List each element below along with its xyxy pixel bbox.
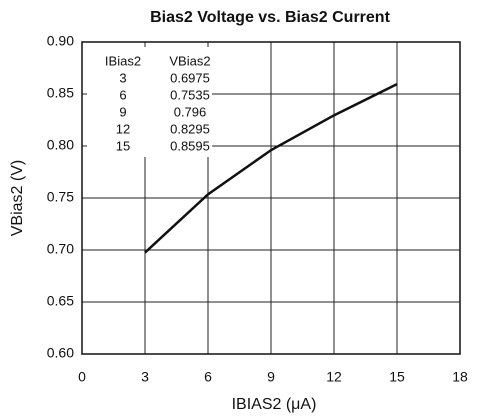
table-header: VBias2 [169, 53, 210, 68]
y-axis-label: VBias2 (V) [9, 160, 26, 236]
x-axis-label: IBIAS2 (μA) [232, 396, 317, 413]
table-header: IBias2 [105, 53, 141, 68]
table-cell: 0.7535 [170, 87, 210, 102]
plot-frame [81, 41, 461, 355]
y-tick-label: 0.70 [47, 241, 74, 257]
x-tick-label: 9 [267, 369, 275, 385]
table-cell: 0.6975 [170, 70, 210, 85]
table-cell: 3 [119, 70, 126, 85]
table-cell: 6 [119, 87, 126, 102]
x-tick-label: 18 [452, 369, 468, 385]
y-tick-label: 0.65 [47, 293, 74, 309]
x-tick-label: 12 [326, 369, 342, 385]
data-line [144, 82, 398, 254]
table-cell: 15 [116, 138, 130, 153]
table-cell: 9 [119, 104, 126, 119]
y-tick-label: 0.90 [47, 33, 74, 49]
table-background [87, 47, 212, 157]
y-tick-label: 0.75 [47, 189, 74, 205]
table-cell: 0.8295 [170, 121, 210, 136]
table-cell: 0.8595 [170, 138, 210, 153]
x-tick-label: 0 [78, 369, 86, 385]
y-tick-label: 0.60 [47, 345, 74, 361]
chart-title: Bias2 Voltage vs. Bias2 Current [150, 9, 390, 26]
y-tick-label: 0.85 [47, 85, 74, 101]
y-tick-label: 0.80 [47, 137, 74, 153]
x-tick-label: 15 [389, 369, 405, 385]
x-tick-label: 6 [204, 369, 212, 385]
table-cell: 12 [116, 121, 130, 136]
table-cell: 0.796 [174, 104, 207, 119]
x-tick-label: 3 [141, 369, 149, 385]
